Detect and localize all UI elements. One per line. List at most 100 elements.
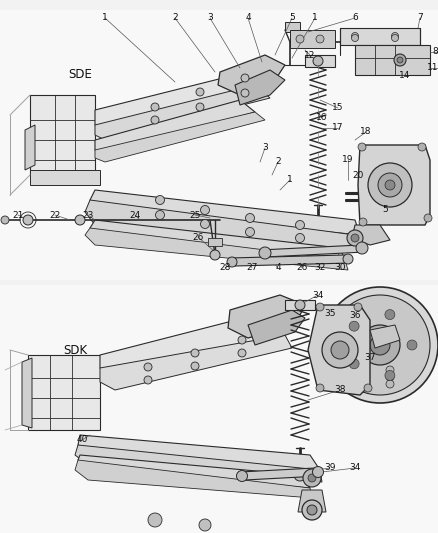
Circle shape: [316, 35, 324, 43]
Circle shape: [370, 335, 390, 355]
Circle shape: [359, 218, 367, 226]
Circle shape: [199, 519, 211, 531]
Text: 17: 17: [332, 124, 344, 133]
Polygon shape: [100, 310, 295, 375]
Polygon shape: [208, 238, 222, 246]
Text: 18: 18: [360, 127, 372, 136]
Polygon shape: [218, 55, 285, 95]
Circle shape: [360, 325, 400, 365]
Circle shape: [351, 234, 359, 242]
Text: 37: 37: [364, 353, 376, 362]
Circle shape: [144, 376, 152, 384]
Text: SDK: SDK: [63, 343, 87, 357]
Text: 28: 28: [219, 263, 231, 272]
Circle shape: [294, 469, 306, 481]
Polygon shape: [95, 100, 255, 155]
Text: 2: 2: [172, 13, 178, 22]
Circle shape: [316, 384, 324, 392]
Circle shape: [397, 57, 403, 63]
Circle shape: [191, 362, 199, 370]
Circle shape: [385, 310, 395, 320]
Text: 5: 5: [382, 206, 388, 214]
Text: 1: 1: [312, 13, 318, 22]
Polygon shape: [0, 285, 438, 533]
Circle shape: [241, 89, 249, 97]
Polygon shape: [85, 228, 348, 270]
Circle shape: [313, 56, 323, 66]
Text: 1: 1: [287, 175, 293, 184]
Text: 23: 23: [82, 211, 94, 220]
Text: 20: 20: [352, 171, 364, 180]
Circle shape: [407, 340, 417, 350]
Polygon shape: [298, 490, 326, 512]
Text: 40: 40: [76, 435, 88, 445]
Circle shape: [303, 469, 321, 487]
Text: 34: 34: [350, 464, 360, 472]
Text: 12: 12: [304, 51, 316, 60]
Polygon shape: [285, 300, 315, 310]
Circle shape: [295, 300, 305, 310]
Circle shape: [155, 196, 165, 205]
Circle shape: [308, 474, 316, 482]
Circle shape: [210, 250, 220, 260]
Text: 34: 34: [312, 290, 324, 300]
Circle shape: [385, 370, 395, 381]
Polygon shape: [0, 10, 438, 280]
Circle shape: [201, 220, 209, 229]
Polygon shape: [90, 190, 360, 235]
Polygon shape: [85, 200, 360, 250]
Text: 39: 39: [324, 464, 336, 472]
Polygon shape: [352, 225, 390, 245]
Circle shape: [330, 295, 430, 395]
Circle shape: [368, 163, 412, 207]
Polygon shape: [308, 305, 370, 395]
Text: 7: 7: [417, 13, 423, 22]
Polygon shape: [285, 22, 300, 32]
Circle shape: [312, 466, 324, 478]
Text: 35: 35: [324, 309, 336, 318]
Polygon shape: [30, 95, 95, 175]
Text: 21: 21: [12, 211, 24, 220]
Text: 15: 15: [332, 103, 344, 112]
Circle shape: [322, 332, 358, 368]
Circle shape: [151, 103, 159, 111]
Text: 25: 25: [189, 211, 201, 220]
Text: 4: 4: [275, 263, 281, 272]
Circle shape: [358, 143, 366, 151]
Circle shape: [307, 505, 317, 515]
Text: 3: 3: [207, 13, 213, 22]
Circle shape: [352, 33, 358, 39]
Circle shape: [196, 88, 204, 96]
Circle shape: [392, 33, 399, 39]
Circle shape: [356, 242, 368, 254]
Circle shape: [1, 216, 9, 224]
Circle shape: [331, 341, 349, 359]
Polygon shape: [305, 55, 335, 67]
Text: 24: 24: [129, 211, 141, 220]
Circle shape: [418, 143, 426, 151]
Polygon shape: [370, 325, 400, 348]
Polygon shape: [95, 70, 270, 130]
Text: 19: 19: [342, 156, 354, 165]
Polygon shape: [75, 445, 322, 482]
Circle shape: [237, 471, 247, 481]
Polygon shape: [75, 460, 312, 498]
Polygon shape: [240, 468, 320, 480]
Text: 26: 26: [297, 263, 307, 272]
Text: 2: 2: [275, 157, 281, 166]
Polygon shape: [78, 455, 310, 488]
Circle shape: [296, 233, 304, 243]
Circle shape: [352, 35, 358, 42]
Polygon shape: [290, 30, 335, 48]
Circle shape: [296, 35, 304, 43]
Polygon shape: [22, 358, 32, 428]
Circle shape: [322, 287, 438, 403]
Text: 4: 4: [245, 13, 251, 22]
Text: 36: 36: [349, 311, 361, 319]
Polygon shape: [355, 45, 430, 75]
Circle shape: [349, 359, 359, 369]
Circle shape: [196, 103, 204, 111]
Circle shape: [386, 366, 394, 374]
Circle shape: [424, 214, 432, 222]
Circle shape: [385, 180, 395, 190]
